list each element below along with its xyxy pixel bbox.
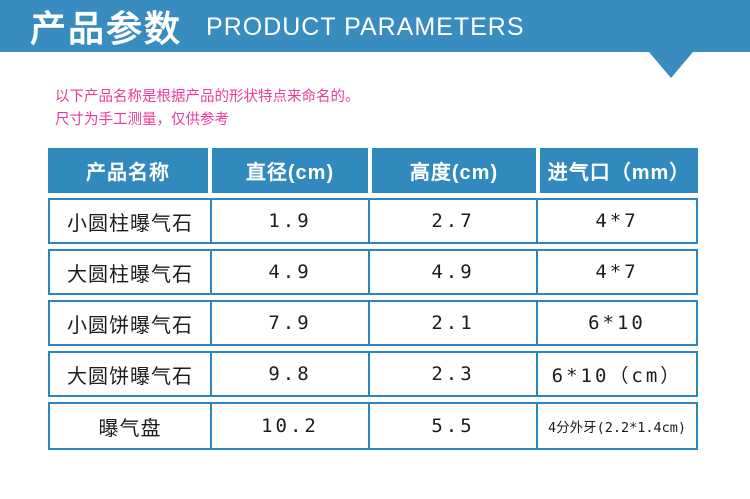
banner-title-zh: 产品参数 xyxy=(30,8,183,49)
product-notes: 以下产品名称是根据产品的形状特点来命名的。 尺寸为手工测量，仅供参考 xyxy=(55,86,360,132)
table-row: 大圆柱曝气石 4.9 4.9 4*7 xyxy=(48,249,698,295)
cell-diameter: 1.9 xyxy=(210,200,368,242)
note-line-2: 尺寸为手工测量，仅供参考 xyxy=(55,112,229,128)
cell-air-inlet: 4*7 xyxy=(536,251,696,293)
cell-height: 2.7 xyxy=(368,200,536,242)
banner-title-en: PRODUCT PARAMETERS xyxy=(206,12,525,41)
cell-height: 5.5 xyxy=(368,404,536,448)
cell-diameter: 10.2 xyxy=(210,404,368,448)
table-row: 大圆饼曝气石 9.8 2.3 6*10（cm） xyxy=(48,351,698,397)
cell-product-name: 大圆柱曝气石 xyxy=(67,263,193,286)
cell-height: 2.3 xyxy=(368,353,536,395)
cell-air-inlet: 4分外牙(2.2*1.4cm) xyxy=(536,404,696,448)
table-row: 曝气盘 10.2 5.5 4分外牙(2.2*1.4cm) xyxy=(48,402,698,450)
cell-product-name: 小圆饼曝气石 xyxy=(67,314,193,337)
parameters-table: 产品名称 直径(cm) 高度(cm) 进气口（mm） 小圆柱曝气石 1.9 2.… xyxy=(48,148,698,450)
banner-pointer-triangle xyxy=(649,52,693,78)
cell-air-inlet: 4*7 xyxy=(536,200,696,242)
note-line-1: 以下产品名称是根据产品的形状特点来命名的。 xyxy=(55,89,360,105)
table-header-row: 产品名称 直径(cm) 高度(cm) 进气口（mm） xyxy=(48,148,698,193)
header-product-name: 产品名称 xyxy=(48,148,208,193)
header-banner: 产品参数 PRODUCT PARAMETERS xyxy=(0,0,750,52)
cell-product-name: 曝气盘 xyxy=(98,417,162,440)
cell-product-name: 小圆柱曝气石 xyxy=(67,212,193,235)
header-height: 高度(cm) xyxy=(372,148,536,193)
cell-product-name: 大圆饼曝气石 xyxy=(67,365,193,388)
cell-height: 4.9 xyxy=(368,251,536,293)
cell-air-inlet: 6*10 xyxy=(536,302,696,344)
cell-diameter: 9.8 xyxy=(210,353,368,395)
header-air-inlet: 进气口（mm） xyxy=(540,148,698,193)
cell-air-inlet: 6*10（cm） xyxy=(536,353,696,395)
cell-height: 2.1 xyxy=(368,302,536,344)
table-row: 小圆柱曝气石 1.9 2.7 4*7 xyxy=(48,198,698,244)
cell-diameter: 4.9 xyxy=(210,251,368,293)
table-row: 小圆饼曝气石 7.9 2.1 6*10 xyxy=(48,300,698,346)
cell-diameter: 7.9 xyxy=(210,302,368,344)
header-diameter: 直径(cm) xyxy=(212,148,368,193)
